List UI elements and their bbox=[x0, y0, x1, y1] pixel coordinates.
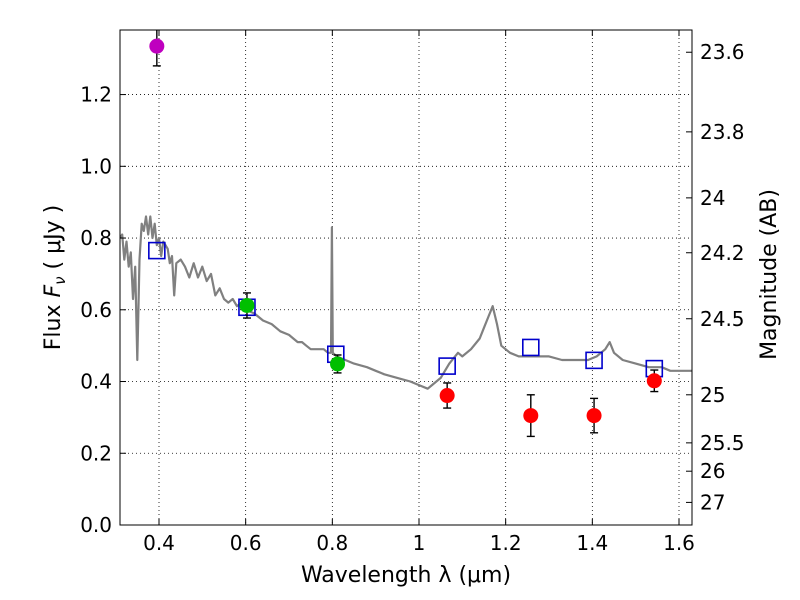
observed-flux-point bbox=[239, 297, 255, 313]
y-tick-label: 0.2 bbox=[80, 441, 112, 465]
y2-tick-label: 24.5 bbox=[700, 307, 745, 331]
observed-flux-point bbox=[149, 38, 165, 54]
observed-flux-point bbox=[646, 373, 662, 389]
y2-tick-label: 27 bbox=[700, 490, 725, 514]
y2-tick-label: 25 bbox=[700, 383, 725, 407]
x-tick-label: 1.2 bbox=[490, 531, 522, 555]
x-tick-label: 1.6 bbox=[663, 531, 695, 555]
x-tick-label: 0.4 bbox=[143, 531, 175, 555]
y2-tick-label: 24 bbox=[700, 186, 725, 210]
y-axis-label: Flux Fν ( μJy ) bbox=[41, 205, 69, 350]
y-axis-label-symbol: F bbox=[41, 284, 66, 297]
observed-flux-point bbox=[330, 356, 346, 372]
y2-tick-label: 24.2 bbox=[700, 241, 745, 265]
model-sed-line bbox=[120, 215, 692, 390]
x-axis-label: Wavelength λ (μm) bbox=[301, 563, 511, 588]
axis-ticks: 0.4 0.6 0.8 1 1.2 1.4 1.6 0.0 0.2 0.4 0.6 0.8 1.0 1.2… bbox=[80, 30, 745, 555]
y-axis-label-unit: ( μJy ) bbox=[41, 205, 66, 277]
y-tick-label: 0.8 bbox=[80, 226, 112, 250]
y-tick-label: 0.6 bbox=[80, 298, 112, 322]
y2-tick-label: 23.8 bbox=[700, 120, 745, 144]
x-tick-label: 0.6 bbox=[230, 531, 262, 555]
y2-tick-label: 26 bbox=[700, 459, 725, 483]
y2-tick-label: 23.6 bbox=[700, 40, 745, 64]
y2-tick-label: 25.5 bbox=[700, 431, 745, 455]
y-tick-label: 1.2 bbox=[80, 83, 112, 107]
y-tick-label: 1.0 bbox=[80, 154, 112, 178]
observed-flux-point bbox=[523, 408, 539, 424]
x-tick-label: 1 bbox=[413, 531, 426, 555]
y-axis-label-subscript: ν bbox=[51, 276, 69, 284]
model-photometry-square bbox=[521, 338, 540, 357]
model-photometry-square bbox=[438, 357, 456, 375]
y-tick-label: 0.4 bbox=[80, 370, 112, 394]
model-photometry-square bbox=[148, 241, 166, 260]
model-photometry-square bbox=[585, 351, 603, 370]
observed-flux-point bbox=[586, 408, 602, 424]
y2-axis-label: Magnitude (AB) bbox=[757, 189, 782, 360]
y-tick-label: 0.0 bbox=[80, 513, 112, 537]
plot-frame bbox=[119, 29, 693, 526]
x-tick-label: 1.4 bbox=[576, 531, 608, 555]
plot-area bbox=[120, 30, 692, 438]
observed-flux-point bbox=[439, 388, 455, 404]
y-axis-label-prefix: Flux bbox=[41, 297, 66, 350]
x-tick-label: 0.8 bbox=[316, 531, 348, 555]
